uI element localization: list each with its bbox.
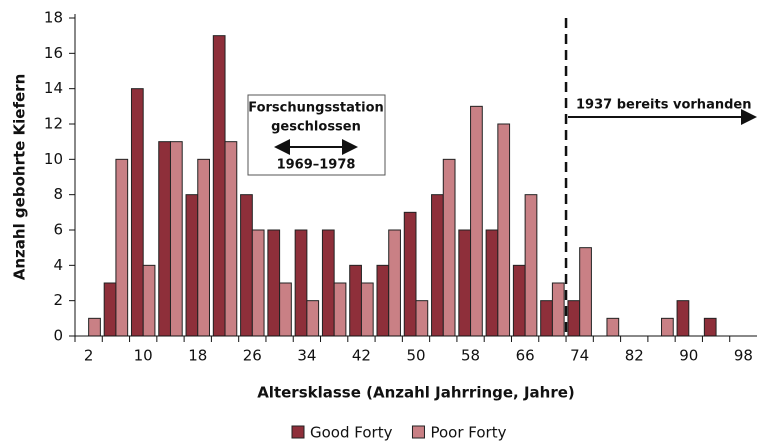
bar xyxy=(103,282,117,337)
bar xyxy=(197,158,210,337)
annotation: geschlossen xyxy=(271,120,361,135)
bar xyxy=(415,300,429,337)
x-tick-label: 58 xyxy=(461,347,480,365)
y-tick-label: 18 xyxy=(44,9,63,27)
bar xyxy=(376,264,390,337)
bar xyxy=(88,317,101,337)
bar xyxy=(497,123,511,337)
bar xyxy=(251,229,265,337)
x-tick-label: 50 xyxy=(406,347,425,365)
x-tick-label: 10 xyxy=(134,347,153,365)
bar xyxy=(169,141,183,337)
bar xyxy=(567,300,581,337)
bar xyxy=(470,105,483,337)
bar xyxy=(388,229,401,337)
annotation: 1969–1978 xyxy=(277,158,356,173)
y-axis-title: Anzahl gebohrte Kiefern xyxy=(11,74,29,281)
bar xyxy=(240,194,253,337)
bar xyxy=(267,229,281,337)
x-tick-label: 26 xyxy=(243,347,262,365)
bar xyxy=(360,282,374,337)
x-tick-label: 66 xyxy=(516,347,535,365)
bar xyxy=(606,317,620,337)
y-tick-label: 14 xyxy=(44,79,63,97)
x-tick-label: 82 xyxy=(625,347,644,365)
x-tick-label: 34 xyxy=(297,347,316,365)
bar xyxy=(158,141,171,337)
y-tick-label: 10 xyxy=(44,150,63,168)
bar xyxy=(294,229,308,337)
bar xyxy=(524,194,538,337)
x-tick-label: 42 xyxy=(352,347,371,365)
bar xyxy=(115,158,129,337)
bar xyxy=(551,282,565,337)
bar xyxy=(579,247,592,337)
bar xyxy=(333,282,347,337)
y-tick-label: 0 xyxy=(53,327,63,345)
bar xyxy=(212,35,226,337)
y-tick-label: 6 xyxy=(53,221,63,239)
y-tick-label: 12 xyxy=(44,115,63,133)
annotation-box xyxy=(247,94,386,176)
annotation: 1937 bereits vorhanden xyxy=(576,98,751,113)
legend-swatch xyxy=(291,425,305,439)
bar xyxy=(279,282,292,337)
bar xyxy=(431,194,444,337)
bar xyxy=(485,229,499,337)
bar xyxy=(130,88,144,337)
bar xyxy=(142,264,156,337)
bar xyxy=(321,229,335,337)
x-tick-label: 98 xyxy=(734,347,753,365)
legend-label: Poor Forty xyxy=(430,424,506,442)
x-tick-label: 90 xyxy=(679,347,698,365)
bar xyxy=(661,317,674,337)
x-tick-label: 18 xyxy=(188,347,207,365)
bar xyxy=(512,264,526,337)
y-tick-label: 8 xyxy=(53,185,63,203)
legend-swatch xyxy=(411,425,425,439)
x-tick-label: 2 xyxy=(84,347,94,365)
bar xyxy=(442,158,456,337)
bar xyxy=(703,317,717,337)
bar xyxy=(185,194,199,337)
bar xyxy=(349,264,362,337)
bar xyxy=(403,211,417,337)
bar xyxy=(540,300,553,337)
bar xyxy=(224,141,238,337)
annotation: Forschungsstation xyxy=(248,101,384,116)
bar xyxy=(306,300,320,337)
y-tick-label: 4 xyxy=(53,256,63,274)
bar xyxy=(676,300,690,337)
y-tick-label: 2 xyxy=(53,291,63,309)
legend-label: Good Forty xyxy=(310,424,393,442)
x-tick-label: 74 xyxy=(570,347,589,365)
bar xyxy=(458,229,472,337)
x-axis-title: Altersklasse (Anzahl Jahrringe, Jahre) xyxy=(257,384,575,402)
y-tick-label: 16 xyxy=(44,44,63,62)
